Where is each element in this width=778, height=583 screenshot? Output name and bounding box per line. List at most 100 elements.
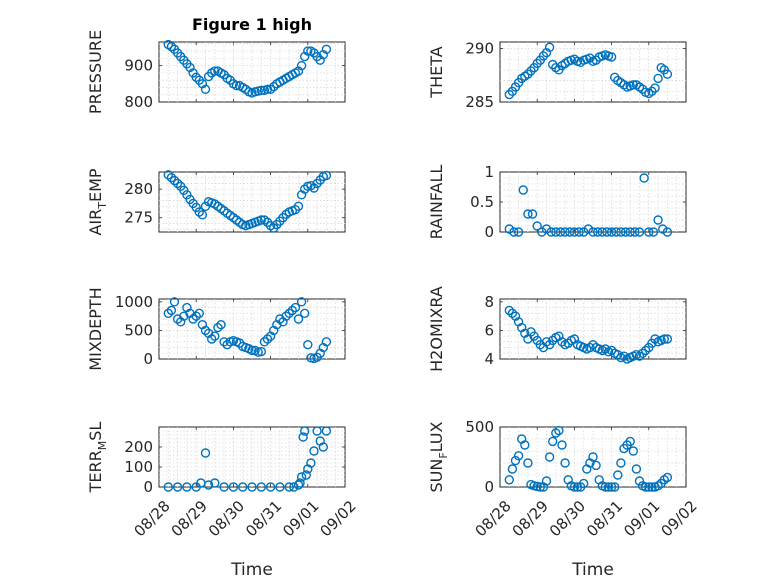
theta-point — [504, 89, 514, 100]
rainfall-point — [639, 173, 649, 183]
h2omixra-point — [613, 350, 623, 360]
terr_msl-point — [203, 480, 214, 490]
mixdepth-point — [303, 340, 313, 350]
sun_flux-point — [510, 455, 521, 466]
h2omixra-point — [662, 334, 673, 344]
mixdepth-point — [219, 337, 229, 347]
rainfall-point — [541, 224, 552, 234]
pressure-point — [262, 84, 273, 94]
sun_flux-point — [600, 482, 611, 492]
mixdepth-point — [210, 331, 220, 341]
theta-point — [523, 69, 533, 79]
sun_flux-point — [641, 482, 651, 492]
mixdepth-point — [259, 337, 270, 347]
rainfall-point — [537, 227, 547, 237]
air_temp-ylabel: AIRTEMP — [86, 168, 109, 235]
sun_flux-xtick-label: 08/28 — [471, 497, 514, 540]
terr_msl-ytick-label: 200 — [124, 438, 153, 456]
mixdepth-point — [166, 305, 177, 316]
air_temp-point — [166, 173, 177, 183]
mixdepth-point — [194, 308, 205, 318]
terr_msl-point — [300, 426, 310, 436]
mixdepth-point — [284, 308, 294, 318]
theta-point — [538, 51, 549, 61]
terr_msl-point — [301, 470, 311, 480]
rainfall-point — [653, 215, 663, 225]
terr_msl-xtick-label: 08/28 — [130, 497, 173, 540]
mixdepth-ytick-label: 500 — [124, 321, 153, 339]
rainfall-point — [588, 227, 598, 237]
mixdepth-point — [256, 346, 266, 357]
pressure-ylabel: PRESSURE — [86, 30, 105, 114]
sun_flux-point — [544, 452, 555, 462]
rainfall-point — [592, 227, 603, 237]
mixdepth-ytick-label: 1000 — [115, 293, 153, 311]
sun_flux-point — [644, 482, 654, 492]
mixdepth-point — [188, 314, 198, 324]
sun_flux-point — [523, 458, 533, 468]
h2omixra-point — [557, 337, 567, 347]
sun_flux-point — [588, 452, 598, 462]
sun_flux-point — [647, 482, 657, 492]
pressure-point — [296, 60, 307, 71]
mixdepth-point — [290, 302, 301, 313]
h2omixra-point — [619, 351, 629, 361]
sun_flux-point — [625, 436, 635, 447]
mixdepth-point — [281, 311, 291, 321]
sun_flux-point — [628, 446, 638, 456]
terr_msl-point — [163, 482, 174, 492]
theta-point — [544, 42, 555, 53]
rainfall-point — [513, 227, 524, 237]
mixdepth-point — [163, 308, 174, 318]
terr_msl-axes — [158, 426, 346, 488]
h2omixra-point — [585, 342, 595, 353]
sun_flux-point — [591, 460, 601, 471]
mixdepth-point — [287, 305, 297, 316]
rainfall-point — [634, 227, 645, 237]
rainfall-point — [620, 227, 631, 237]
terr_msl-point — [200, 448, 211, 458]
sun_flux-point — [603, 482, 614, 492]
terr_msl-point — [296, 472, 307, 482]
sun_flux-xlabel: Time — [571, 560, 614, 580]
rainfall-point — [597, 227, 607, 237]
mixdepth-point — [293, 314, 304, 324]
mixdepth-point — [247, 345, 257, 356]
sun_flux-point — [610, 482, 620, 492]
terr_msl-point — [293, 480, 304, 490]
sun_flux-xtick-label: 08/29 — [509, 497, 552, 540]
sun_flux-xtick-label: 08/30 — [546, 497, 589, 540]
sun_flux-point — [548, 436, 558, 447]
air_temp-point — [163, 170, 174, 180]
air_temp-point — [293, 201, 304, 211]
sun_flux-point — [569, 482, 580, 492]
h2omixra-point — [606, 345, 617, 356]
h2omixra-point — [588, 340, 598, 350]
terr_msl-point — [256, 482, 266, 492]
terr_msl-xtick-label: 09/02 — [316, 497, 359, 540]
terr_msl-point — [210, 478, 220, 488]
pressure-point — [191, 72, 201, 82]
sun_flux-point — [560, 458, 570, 468]
terr_msl-xtick-label: 08/30 — [205, 497, 248, 540]
rainfall-point — [504, 224, 514, 234]
rainfall-point — [509, 227, 519, 237]
pressure-point — [256, 85, 266, 96]
pressure-point — [231, 80, 242, 91]
theta-point — [526, 66, 536, 76]
pressure-ytick-label: 900 — [124, 57, 153, 75]
sun_flux-point — [504, 475, 514, 485]
rainfall-ytick-label: 0.5 — [470, 193, 494, 211]
terr_msl-xtick-label: 08/29 — [168, 497, 211, 540]
rainfall-point — [574, 227, 584, 237]
theta-point — [628, 80, 638, 90]
h2omixra-ytick-label: 8 — [484, 293, 494, 311]
terr_msl-point — [228, 482, 239, 492]
theta-ylabel: THETA — [427, 46, 446, 98]
air_temp-point — [172, 178, 183, 189]
h2omixra-point — [650, 334, 660, 344]
sun_flux-point — [613, 470, 623, 480]
mixdepth-point — [191, 311, 201, 321]
rainfall-point — [523, 209, 533, 219]
sun_flux-point — [535, 482, 545, 492]
